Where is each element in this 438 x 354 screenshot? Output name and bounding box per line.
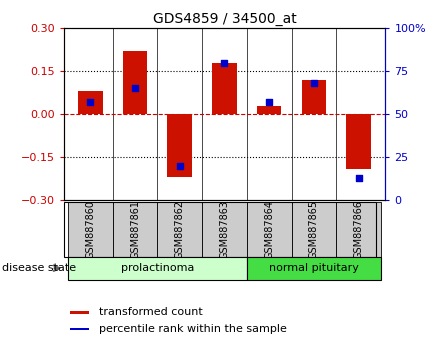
Point <box>311 80 318 86</box>
Point <box>176 163 183 169</box>
Bar <box>167 114 192 177</box>
Text: percentile rank within the sample: percentile rank within the sample <box>99 324 287 334</box>
Bar <box>202 202 247 257</box>
Bar <box>70 328 89 331</box>
Text: GSM887860: GSM887860 <box>85 200 95 259</box>
Bar <box>346 114 371 169</box>
Bar <box>212 63 237 114</box>
Text: GSM887864: GSM887864 <box>264 200 274 259</box>
Point <box>221 60 228 65</box>
Bar <box>113 202 157 257</box>
Bar <box>302 80 326 114</box>
Bar <box>336 202 381 257</box>
Bar <box>257 105 282 114</box>
Point <box>355 175 362 181</box>
Point <box>87 99 94 105</box>
Text: GSM887861: GSM887861 <box>130 200 140 259</box>
Text: GSM887865: GSM887865 <box>309 200 319 259</box>
Text: GSM887863: GSM887863 <box>219 200 230 259</box>
Text: GSM887862: GSM887862 <box>175 200 185 259</box>
Bar <box>68 257 247 280</box>
Bar <box>157 202 202 257</box>
Point <box>131 86 138 91</box>
Text: disease state: disease state <box>2 263 76 273</box>
Text: transformed count: transformed count <box>99 307 203 317</box>
Bar <box>70 311 89 314</box>
Text: prolactinoma: prolactinoma <box>121 263 194 273</box>
Bar <box>68 202 113 257</box>
Text: GSM887866: GSM887866 <box>353 200 364 259</box>
Text: normal pituitary: normal pituitary <box>269 263 359 273</box>
Point <box>266 99 273 105</box>
Title: GDS4859 / 34500_at: GDS4859 / 34500_at <box>152 12 297 26</box>
Bar <box>78 91 102 114</box>
Bar <box>247 202 292 257</box>
Bar <box>247 257 381 280</box>
Bar <box>292 202 336 257</box>
Bar <box>123 51 147 114</box>
